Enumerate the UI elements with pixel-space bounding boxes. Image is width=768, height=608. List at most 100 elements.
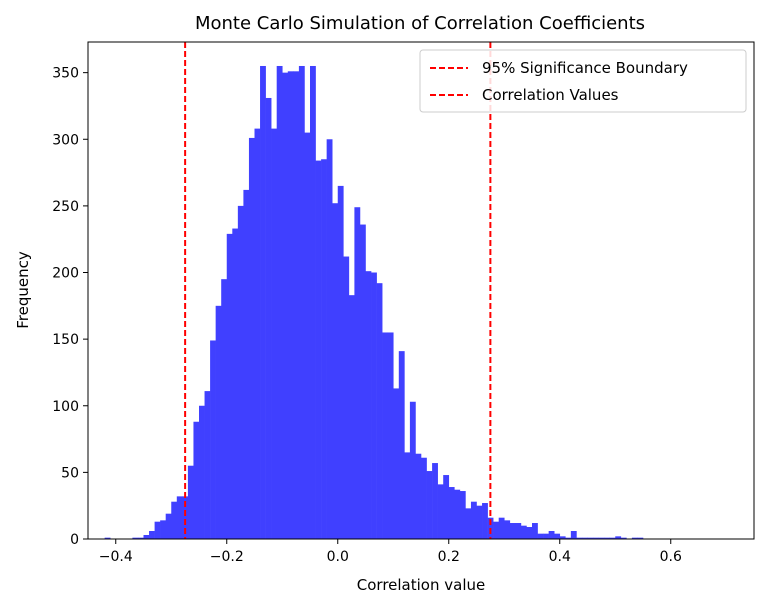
histogram-bar <box>620 537 627 539</box>
histogram-bar <box>154 521 161 539</box>
significance-lines <box>184 42 492 539</box>
histogram-bar <box>520 525 527 539</box>
histogram-bar <box>631 537 638 539</box>
histogram-bar <box>298 65 305 539</box>
histogram-bar <box>221 279 228 539</box>
histogram-bar <box>287 71 294 540</box>
histogram-bar <box>504 520 511 539</box>
histogram-bar <box>598 537 605 539</box>
histogram-bar <box>149 531 155 539</box>
histogram-bar <box>421 457 427 539</box>
histogram-bar <box>260 65 266 539</box>
x-tick-label: 0.0 <box>327 549 349 565</box>
histogram-bar <box>509 523 516 539</box>
legend-label-significance: 95% Significance Boundary <box>482 59 688 77</box>
histogram-bar <box>593 537 599 539</box>
histogram-bar <box>398 351 405 539</box>
x-tick-label: 0.2 <box>438 549 460 565</box>
y-tick-label: 150 <box>52 332 79 348</box>
histogram-bar <box>609 537 616 539</box>
histogram-bar <box>171 501 178 539</box>
histogram-bar <box>354 207 361 539</box>
histogram-bar <box>315 160 322 539</box>
histogram-bar <box>265 97 272 539</box>
histogram-bar <box>376 283 383 539</box>
histogram-bar <box>104 537 111 539</box>
histogram-bar <box>187 465 194 539</box>
histogram-bar <box>215 305 222 539</box>
histogram-bar <box>615 536 622 539</box>
plot-frame <box>87 41 755 540</box>
histogram-bar <box>226 233 233 539</box>
histogram-bar <box>454 489 461 539</box>
histogram-bar <box>604 537 610 539</box>
histogram-bar <box>343 256 350 539</box>
histogram-bar <box>581 537 588 539</box>
histogram-bar <box>254 128 261 539</box>
histogram-bar <box>326 139 333 539</box>
histogram-bar <box>387 332 394 539</box>
histogram-bar <box>476 505 483 539</box>
y-axis-label: Frequency <box>14 251 32 329</box>
histogram-bar <box>276 65 283 539</box>
histogram-bar <box>565 537 572 539</box>
histogram-bar <box>359 224 366 539</box>
histogram-bar <box>482 503 488 539</box>
y-tick-label: 300 <box>52 132 79 148</box>
histogram-bar <box>237 205 244 539</box>
histogram-bar <box>448 487 455 539</box>
histogram-bar <box>137 537 144 539</box>
histogram-bar <box>437 484 444 539</box>
histogram-bar <box>182 496 189 539</box>
histogram-bar <box>204 391 211 539</box>
histogram-bar <box>426 471 433 539</box>
histogram-bar <box>587 537 594 539</box>
histogram-bar <box>293 71 300 540</box>
histogram-bar <box>271 128 277 539</box>
histogram-bar <box>371 272 377 539</box>
histogram-bar <box>404 452 411 539</box>
histogram-bar <box>210 340 216 539</box>
y-tick-label: 50 <box>61 465 79 481</box>
x-tick-label: 0.4 <box>549 549 571 565</box>
histogram-bar <box>548 531 555 539</box>
histogram-bar <box>526 527 533 539</box>
histogram-bar <box>132 537 139 539</box>
x-tick-label: −0.2 <box>210 549 244 565</box>
histogram-bar <box>459 491 466 539</box>
histogram-bar <box>165 513 172 539</box>
histogram-bar <box>470 501 477 539</box>
histogram-bar <box>637 537 644 539</box>
histogram-bar <box>310 65 316 539</box>
histogram-bar <box>248 137 255 539</box>
histogram-bar <box>576 537 583 539</box>
histogram-bar <box>532 523 538 539</box>
histogram-bar <box>515 523 522 539</box>
histogram-bar <box>199 405 205 539</box>
histogram-bar <box>543 533 549 539</box>
y-tick-label: 100 <box>52 399 79 415</box>
x-axis-label: Correlation value <box>357 576 485 594</box>
histogram-bar <box>465 508 472 539</box>
histogram-bar <box>432 463 438 539</box>
legend-box <box>419 49 747 113</box>
histogram-bar <box>443 475 450 539</box>
y-axis-ticks: 0 50 100 150 200 250 300 350 <box>52 66 88 548</box>
y-tick-label: 0 <box>70 532 79 548</box>
histogram-bar <box>409 401 416 539</box>
chart-title: Monte Carlo Simulation of Correlation Co… <box>195 13 645 34</box>
x-axis-ticks: −0.4 −0.2 0.0 0.2 0.4 0.6 <box>99 539 682 565</box>
y-tick-label: 250 <box>52 199 79 215</box>
histogram-bar <box>348 295 355 539</box>
x-tick-label: −0.4 <box>99 549 133 565</box>
histogram-bar <box>243 189 250 539</box>
histogram-bar <box>382 332 388 539</box>
histogram-bar <box>332 203 339 539</box>
histogram-bar <box>498 517 505 539</box>
legend-label-correlation: Correlation Values <box>482 86 619 104</box>
histogram-bar <box>554 533 561 539</box>
histogram-bar <box>232 228 239 539</box>
x-tick-label: 0.6 <box>660 549 682 565</box>
histogram-bar <box>160 520 166 539</box>
